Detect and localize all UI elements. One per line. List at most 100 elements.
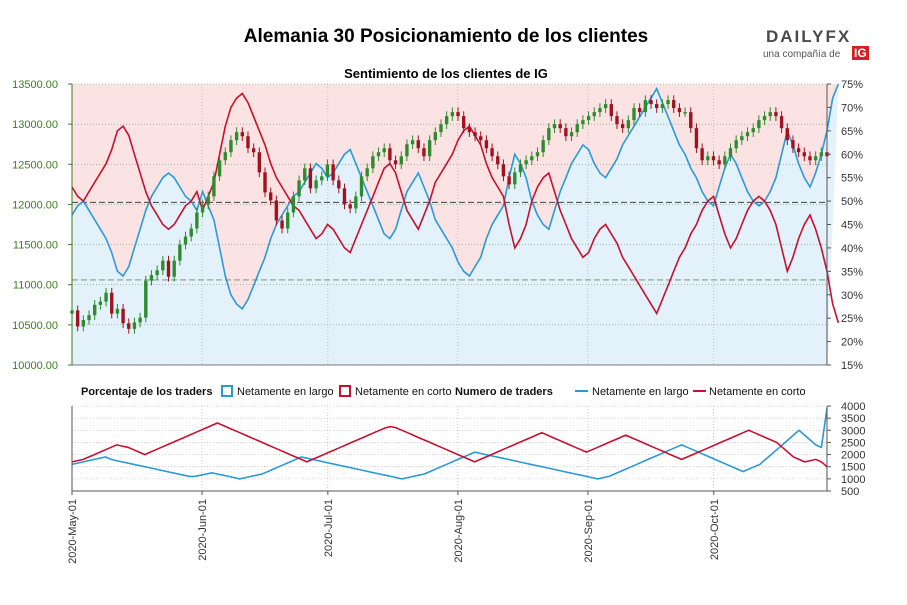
candle (115, 303, 120, 319)
candle (268, 187, 273, 206)
price-tick-label: 12500.00 (12, 159, 58, 171)
candle-body (603, 104, 608, 109)
candle-body (552, 124, 557, 129)
candle-body (257, 152, 262, 173)
candle-body (581, 120, 585, 125)
candle-body (172, 260, 176, 277)
candle (586, 111, 591, 125)
price-tick-label: 11000.00 (13, 280, 58, 292)
candle-body (93, 304, 97, 316)
date-tick-label: 2020-Sep-01 (583, 499, 595, 563)
candle (444, 111, 449, 129)
date-axis-ticks: 2020-May-01 2020-Jun-01 2020-Jul-01 2020-Au… (67, 491, 721, 564)
traders-grid (71, 405, 827, 492)
candle-body (615, 116, 619, 125)
candle-body (655, 104, 659, 109)
candle (706, 151, 710, 166)
candle (592, 107, 596, 121)
candle-body (178, 244, 182, 261)
candle-body (694, 128, 699, 149)
candle-body (535, 152, 540, 157)
candle-body (195, 212, 199, 229)
candle-body (348, 204, 352, 209)
candle (189, 223, 193, 242)
candle (359, 171, 364, 202)
candle (144, 275, 148, 323)
candle-body (98, 301, 103, 305)
candle (286, 207, 290, 234)
legend: Porcentaje de los traders Netamente en l… (81, 385, 806, 398)
candle (694, 123, 699, 154)
candle-body (723, 156, 727, 165)
candle-body (501, 164, 506, 177)
candle (308, 163, 313, 194)
candle-body (791, 140, 795, 149)
candle (615, 111, 619, 129)
candle (598, 103, 602, 117)
candle (206, 191, 210, 210)
candle (81, 315, 86, 332)
candle (813, 151, 818, 166)
candle-body (217, 160, 222, 177)
candle (274, 195, 279, 226)
candle-body (410, 140, 415, 145)
candle-body (439, 124, 443, 133)
candle-body (717, 160, 721, 165)
candle (439, 119, 443, 137)
candle-body (331, 164, 335, 181)
candle (774, 107, 778, 121)
candle (632, 103, 636, 125)
traders-axes (71, 406, 828, 492)
candle (183, 231, 188, 250)
percent-tick-label: 40% (841, 243, 863, 255)
price-tick-label: 10000.00 (12, 360, 58, 372)
price-candles (70, 95, 829, 334)
candle-body (308, 168, 313, 189)
candle (484, 135, 489, 154)
candle-body (382, 148, 386, 153)
candle-body (547, 128, 551, 141)
traders-tick-label: 2500 (841, 437, 865, 449)
candle-body (75, 310, 80, 327)
candle (371, 151, 375, 174)
candle-body (268, 192, 273, 201)
candle (342, 183, 347, 210)
candle-body (706, 156, 710, 161)
candle-body (365, 168, 369, 177)
candle-body (110, 292, 114, 314)
candle (802, 147, 806, 162)
candle (155, 265, 159, 280)
candle-body (586, 116, 591, 121)
price-tick-label: 13500.00 (12, 79, 58, 91)
candle-body (513, 172, 517, 185)
candle (791, 135, 795, 154)
candle (779, 111, 784, 133)
candle-body (541, 140, 545, 153)
candle (603, 99, 608, 113)
candle (547, 123, 551, 146)
candle (496, 151, 500, 170)
percent-axis-ticks: 15% 20% 25% 30% 35% 40% 45% 50% 55% 60% 65% 70% 75% (827, 79, 863, 372)
candle (138, 312, 142, 328)
percent-tick-label: 35% (841, 266, 863, 278)
candle-body (734, 140, 738, 149)
candle (513, 167, 517, 190)
candle (104, 287, 108, 307)
percent-tick-label: 75% (841, 79, 863, 91)
candle-body (251, 148, 256, 153)
candle (229, 135, 233, 158)
candle (427, 135, 432, 162)
candle (200, 199, 205, 218)
candle (314, 175, 318, 194)
candle (354, 191, 358, 214)
candle-body (325, 164, 330, 177)
candle (365, 163, 369, 182)
candle (609, 99, 613, 121)
candle-body (484, 140, 489, 149)
traders-tick-label: 2000 (841, 450, 865, 462)
candle (433, 127, 437, 146)
candle-body (115, 308, 120, 314)
candle (728, 143, 733, 162)
